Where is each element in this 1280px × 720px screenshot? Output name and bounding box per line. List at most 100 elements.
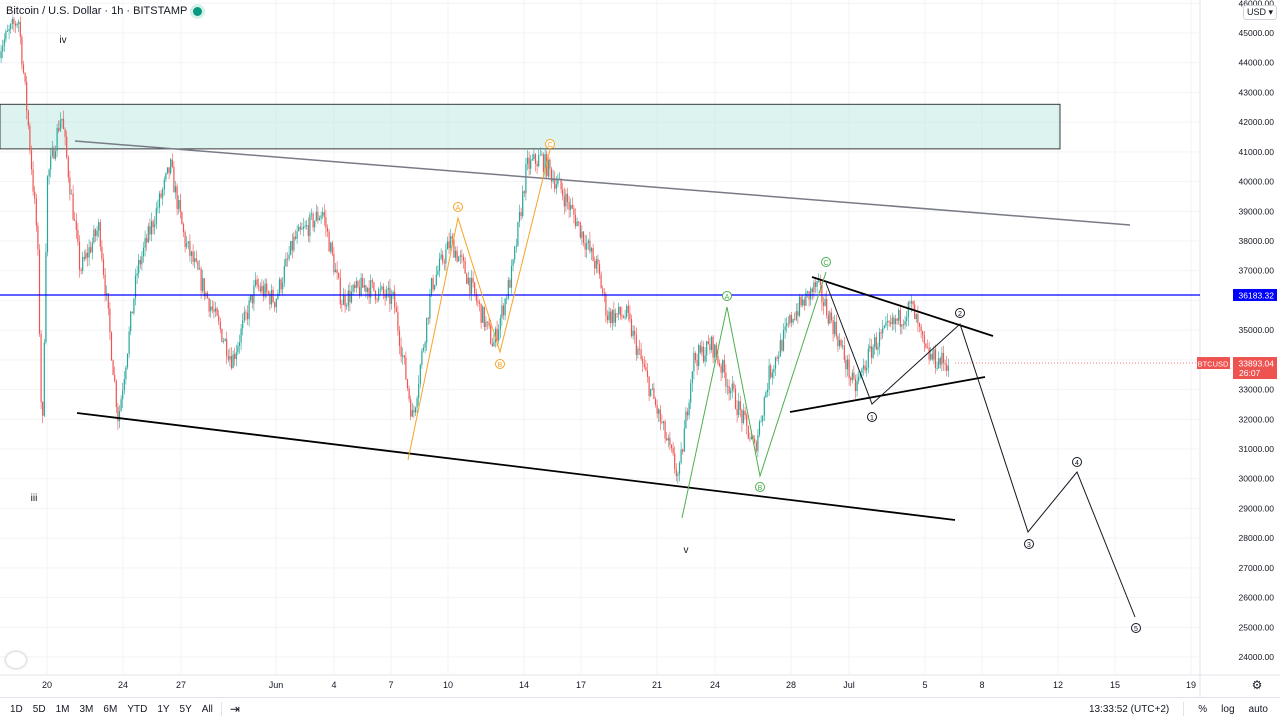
goto-date-icon[interactable]: ⇥ (229, 702, 240, 716)
candle-body (752, 436, 754, 439)
range-1d[interactable]: 1D (10, 703, 23, 715)
tradingview-logo-icon[interactable] (6, 652, 26, 668)
clock[interactable]: 13:33:52 (UTC+2) (1088, 703, 1170, 715)
candle-body (264, 283, 266, 297)
candle-body (581, 231, 583, 238)
log-toggle[interactable]: log (1221, 703, 1235, 715)
candle-body (368, 288, 370, 298)
candle-body (915, 314, 917, 320)
candle-body (50, 155, 52, 170)
candle-body (69, 177, 71, 195)
candle-body (290, 241, 292, 255)
currency-select[interactable]: USD ▾ (1243, 5, 1278, 20)
price-tick-label: 41000.00 (1239, 147, 1275, 157)
candle-body (342, 294, 345, 305)
candle-body (659, 409, 661, 422)
candle-body (64, 129, 66, 137)
candle-body (789, 315, 791, 324)
candle-body (822, 302, 825, 306)
candle-body (798, 296, 801, 316)
candle-body (341, 304, 343, 306)
candle-body (880, 332, 882, 334)
candle-body (931, 353, 933, 360)
candle-body (190, 251, 193, 256)
candle-body (653, 388, 655, 400)
candle-body (675, 469, 677, 476)
symbol-title[interactable]: Bitcoin / U.S. Dollar · 1h · BITSTAMP (6, 5, 188, 17)
candle-body (346, 305, 348, 307)
candle-body (325, 217, 327, 229)
candle-body (530, 159, 532, 169)
candle-body (614, 313, 617, 323)
candle-body (139, 259, 141, 265)
price-tick-label: 29000.00 (1239, 503, 1275, 513)
price-tick-label: 42000.00 (1239, 117, 1275, 127)
candle-body (853, 372, 855, 379)
candle-body (293, 236, 295, 251)
candle-body (408, 388, 410, 400)
candle-body (274, 302, 276, 308)
resistance-zone (0, 103, 1061, 150)
candle-body (334, 269, 337, 273)
candle-body (547, 159, 549, 177)
range-5d[interactable]: 5D (32, 703, 46, 715)
candle-body (445, 249, 447, 264)
price-tick-label: 37000.00 (1239, 266, 1275, 276)
price-chart[interactable]: 24000.00 25000.00 26000.00 27000.00 28000.00… (0, 0, 1280, 697)
candle-body (621, 315, 623, 317)
candle-body (901, 324, 903, 327)
candle-body (794, 319, 796, 320)
range-ytd[interactable]: YTD (127, 703, 148, 715)
candle-body (48, 169, 50, 177)
price-tick-label: 43000.00 (1239, 87, 1275, 97)
candle-body (246, 312, 249, 320)
time-tick-label: 10 (443, 680, 453, 690)
range-5y[interactable]: 5Y (179, 703, 192, 715)
candle-body (149, 226, 151, 235)
candle-body (779, 340, 781, 357)
candle-body (296, 231, 298, 239)
candle-body (658, 409, 660, 414)
price-tick-label: 27000.00 (1239, 563, 1275, 573)
candle-body (227, 356, 229, 360)
candle-body (894, 318, 897, 325)
range-6m[interactable]: 6M (103, 703, 118, 715)
settings-gear-icon[interactable]: ⚙ (1252, 678, 1263, 692)
candle-body (222, 340, 225, 342)
candle-body (699, 345, 701, 353)
candle-body (632, 330, 634, 337)
time-tick-label: 12 (1053, 680, 1063, 690)
wave-label-text: C (823, 260, 828, 267)
candle-body (563, 196, 565, 207)
range-3m[interactable]: 3M (79, 703, 94, 715)
candle-body (27, 111, 29, 126)
candle-body (310, 213, 313, 215)
candle-body (314, 220, 316, 228)
candle-body (134, 275, 137, 299)
candle-body (355, 281, 357, 289)
candle-body (59, 120, 61, 131)
range-1y[interactable]: 1Y (157, 703, 170, 715)
candle-body (821, 284, 823, 303)
range-all[interactable]: All (201, 703, 213, 715)
time-tick-label: 20 (42, 680, 52, 690)
candle-body (99, 222, 101, 247)
candle-body (576, 221, 578, 227)
candle-body (446, 241, 449, 250)
candle-body (181, 212, 183, 225)
percent-toggle[interactable]: % (1198, 703, 1208, 715)
candle-body (867, 348, 869, 368)
range-1m[interactable]: 1M (55, 703, 70, 715)
candle-body (616, 313, 618, 315)
candle-body (555, 184, 557, 189)
candle-body (336, 269, 338, 274)
candle-body (142, 247, 145, 257)
wave-label-text: 5 (1134, 626, 1138, 633)
candle-body (22, 64, 25, 73)
candle-body (442, 254, 444, 263)
time-tick-label: 7 (388, 680, 393, 690)
candle-body (762, 415, 764, 422)
candle-body (83, 256, 85, 259)
candle-body (515, 245, 517, 247)
auto-toggle[interactable]: auto (1248, 703, 1268, 715)
